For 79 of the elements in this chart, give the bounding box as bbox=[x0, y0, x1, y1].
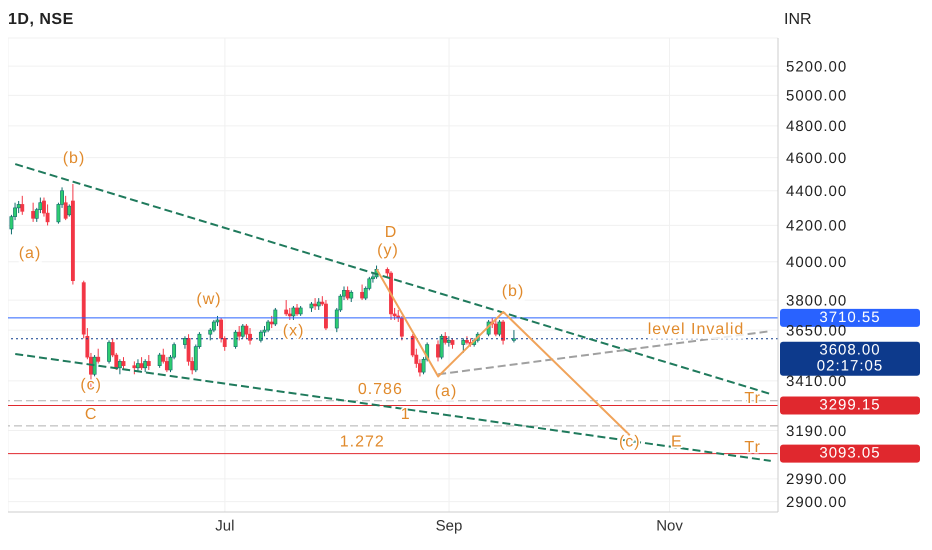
candlestick bbox=[310, 302, 314, 312]
candlestick bbox=[266, 319, 270, 333]
y-tick-label: 4200.00 bbox=[786, 218, 848, 235]
x-tick-label: Nov bbox=[656, 518, 684, 535]
candlestick bbox=[436, 340, 440, 362]
candlestick bbox=[512, 330, 516, 343]
candlestick bbox=[146, 354, 151, 370]
annotation: 0.786 bbox=[358, 380, 403, 398]
candlestick bbox=[240, 323, 245, 339]
ref-line-label: 3299.15 bbox=[819, 396, 881, 414]
candlestick bbox=[234, 330, 238, 350]
ref-line-label: 3093.05 bbox=[819, 444, 881, 462]
candlestick bbox=[295, 304, 299, 316]
candlestick bbox=[450, 338, 454, 350]
y-tick-label: 2900.00 bbox=[786, 494, 848, 511]
y-tick-label: 2990.00 bbox=[786, 471, 848, 488]
annotation: C bbox=[84, 406, 98, 423]
annotation: Tr bbox=[744, 439, 761, 456]
annotation: (a) bbox=[434, 383, 458, 401]
candlestick bbox=[20, 195, 24, 216]
x-tick-label: Sep bbox=[436, 518, 462, 535]
y-tick-label: 5200.00 bbox=[786, 58, 848, 76]
candlestick bbox=[316, 298, 321, 310]
annotation: (x) bbox=[282, 322, 304, 340]
y-tick-label: 4600.00 bbox=[786, 150, 848, 167]
candlestick bbox=[273, 307, 278, 327]
candlestick bbox=[498, 319, 502, 337]
y-tick-label: 3410.00 bbox=[786, 373, 848, 390]
candlestick bbox=[118, 358, 122, 375]
ref-line-label: 3608.00 02:17:05 bbox=[816, 342, 884, 375]
candlestick bbox=[143, 358, 148, 373]
candlestick bbox=[501, 319, 506, 346]
y-tick-label: 4800.00 bbox=[786, 118, 848, 136]
candlestick bbox=[136, 358, 140, 373]
candlestick bbox=[140, 356, 144, 370]
annotation: (c) bbox=[80, 376, 102, 394]
annotation: (a) bbox=[18, 245, 42, 263]
candlestick bbox=[96, 348, 100, 364]
annotation: (y) bbox=[377, 242, 399, 260]
candlestick bbox=[446, 336, 451, 348]
candlestick bbox=[92, 354, 97, 377]
candlestick bbox=[107, 340, 111, 364]
annotation: (w) bbox=[196, 291, 222, 309]
y-tick-label: 4400.00 bbox=[786, 183, 848, 200]
candlestick bbox=[270, 315, 274, 329]
chart-title: 1D, NSE bbox=[8, 11, 74, 29]
annotation: level Invalid bbox=[648, 321, 744, 339]
candlestick bbox=[158, 352, 162, 368]
candlestick bbox=[360, 284, 364, 301]
annotation: Tr bbox=[744, 390, 761, 407]
candlestick bbox=[440, 334, 444, 360]
annotation: D bbox=[384, 224, 398, 242]
candlestick bbox=[122, 356, 126, 370]
candlestick bbox=[461, 338, 466, 354]
candlestick bbox=[248, 328, 252, 346]
annotation: 1 bbox=[400, 406, 411, 423]
y-tick-label: 4000.00 bbox=[786, 254, 848, 272]
y-tick-label: 3800.00 bbox=[786, 292, 848, 310]
y-axis-title: INR bbox=[784, 11, 813, 29]
candlestick bbox=[64, 195, 68, 221]
candlestick bbox=[31, 202, 36, 222]
candlestick bbox=[494, 319, 498, 337]
annotation: 1.272 bbox=[340, 434, 385, 451]
y-tick-label: 5000.00 bbox=[786, 88, 848, 105]
candlestick bbox=[346, 286, 350, 301]
candlestick bbox=[237, 326, 242, 341]
y-tick-label: 3190.00 bbox=[786, 422, 848, 440]
candlestick bbox=[313, 298, 318, 310]
annotation: (b) bbox=[62, 150, 86, 168]
annotation: E bbox=[670, 434, 683, 451]
x-tick-label: Jul bbox=[215, 518, 234, 535]
candlestick bbox=[291, 305, 296, 320]
candlestick bbox=[349, 290, 354, 303]
annotation: (b) bbox=[502, 283, 524, 301]
candlestick bbox=[183, 336, 187, 350]
candlestick bbox=[284, 300, 288, 316]
candlestick bbox=[258, 330, 263, 343]
candlestick bbox=[298, 305, 303, 316]
candlestick bbox=[443, 332, 448, 346]
